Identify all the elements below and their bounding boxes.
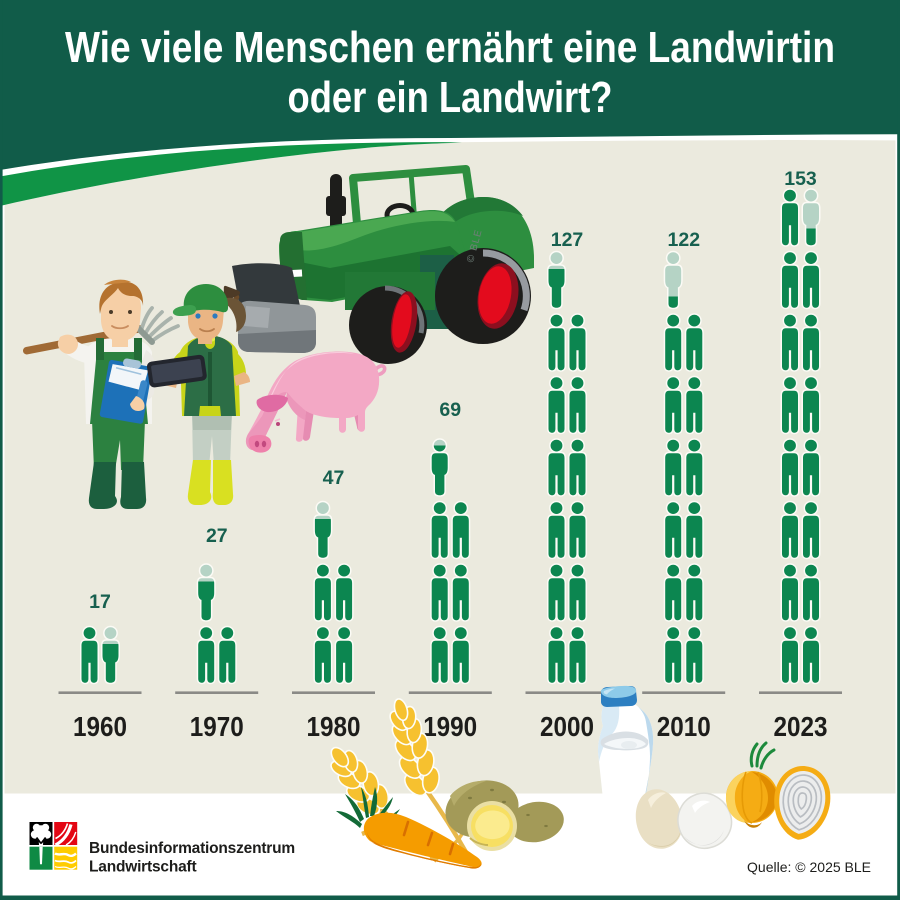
svg-text:1970: 1970 — [190, 711, 244, 742]
svg-text:47: 47 — [323, 467, 345, 489]
svg-text:Wie viele Menschen ernährt ein: Wie viele Menschen ernährt eine Landwirt… — [65, 24, 835, 72]
svg-text:1990: 1990 — [423, 711, 477, 742]
svg-text:2010: 2010 — [657, 711, 711, 742]
svg-text:Bundesinformationszentrum: Bundesinformationszentrum — [89, 840, 295, 857]
svg-text:69: 69 — [439, 399, 461, 421]
svg-text:1960: 1960 — [73, 711, 127, 742]
svg-text:17: 17 — [89, 591, 111, 613]
svg-text:2023: 2023 — [774, 711, 828, 742]
svg-text:153: 153 — [784, 168, 817, 190]
svg-text:1980: 1980 — [307, 711, 361, 742]
svg-text:Landwirtschaft: Landwirtschaft — [89, 859, 196, 876]
svg-text:2000: 2000 — [540, 711, 594, 742]
svg-text:oder ein Landwirt?: oder ein Landwirt? — [288, 74, 613, 122]
svg-text:122: 122 — [668, 229, 701, 251]
svg-text:127: 127 — [551, 229, 584, 251]
svg-text:Quelle: © 2025 BLE: Quelle: © 2025 BLE — [747, 859, 871, 875]
svg-text:27: 27 — [206, 525, 228, 547]
